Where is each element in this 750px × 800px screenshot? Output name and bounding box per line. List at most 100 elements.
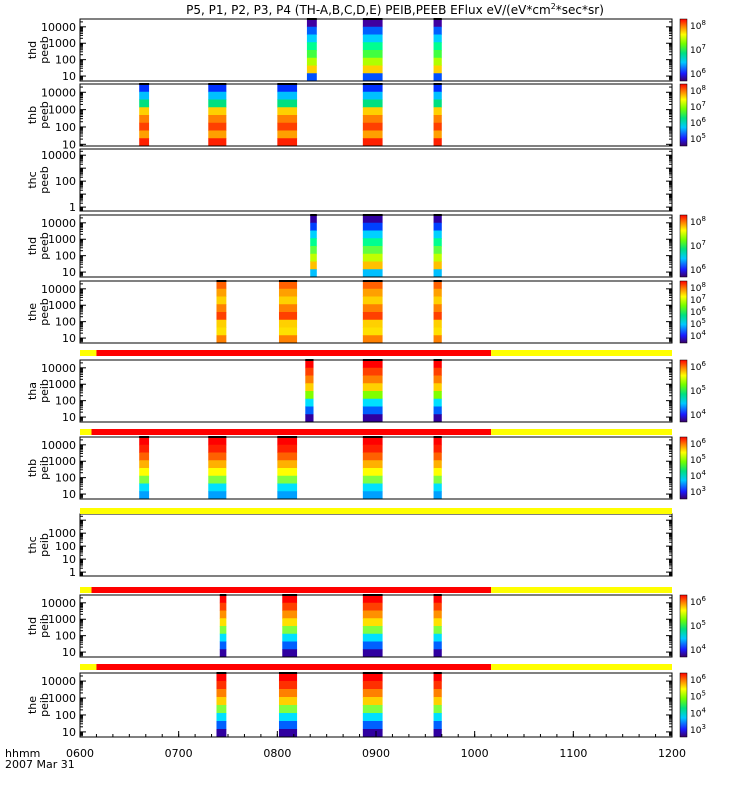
burst-band (278, 288, 298, 297)
burst-band (433, 238, 442, 247)
burst-band (362, 633, 383, 642)
burst-band (362, 697, 383, 706)
burst-band (277, 452, 298, 461)
burst-band (139, 452, 150, 461)
burst-band (362, 57, 383, 66)
burst-band (362, 130, 383, 139)
burst-band (277, 115, 298, 124)
burst-band (433, 375, 442, 384)
burst-0852 (362, 436, 383, 500)
burst-0852 (362, 280, 383, 344)
burst-band (219, 626, 227, 635)
colorbar-label: 106 (690, 305, 706, 318)
burst-band (208, 444, 227, 453)
panel-probe-label: thd (26, 41, 39, 59)
burst-band (278, 721, 298, 730)
burst-band (362, 406, 383, 415)
burst-band (433, 65, 442, 74)
burst-band (433, 107, 442, 116)
burst-band (433, 335, 442, 344)
burst-band (433, 491, 442, 500)
burst-0818 (306, 18, 317, 82)
burst-0852 (362, 83, 383, 147)
burst-band (139, 99, 150, 108)
burst-band (362, 238, 383, 247)
y-tick-label: 10 (62, 553, 76, 566)
panel-product-label: peib (38, 614, 51, 638)
burst-0852 (362, 594, 383, 658)
burst-band (433, 721, 442, 730)
burst-band (139, 122, 150, 131)
colorbar-label: 106 (690, 263, 706, 276)
burst-band (433, 222, 442, 231)
burst-band (362, 483, 383, 492)
panel-probe-label: thc (26, 171, 39, 188)
panel-product-label: peib (38, 533, 51, 557)
y-tick-label: 10000 (41, 149, 76, 162)
burst-band (208, 122, 227, 131)
colorbar-ramp (679, 83, 688, 147)
burst-band (219, 649, 227, 658)
burst-band (310, 253, 317, 262)
y-tick-label: 10 (62, 488, 76, 501)
burst-band (362, 437, 383, 446)
burst-band (433, 57, 442, 66)
burst-band (362, 689, 383, 698)
y-tick-label: 10000 (41, 21, 76, 34)
y-tick-label: 10000 (41, 362, 76, 375)
burst-band (277, 138, 298, 147)
burst-0935 (433, 280, 442, 344)
burst-band (362, 649, 383, 658)
panel-product-label: peib (38, 693, 51, 717)
burst-band (362, 312, 383, 321)
burst-band (277, 91, 298, 100)
colorbar-label: 104 (690, 408, 706, 421)
status-bar (80, 350, 672, 356)
burst-0725 (219, 594, 227, 658)
panel-product-label: peeb (38, 232, 51, 260)
burst-band (433, 713, 442, 722)
burst-band (433, 383, 442, 392)
y-tick-label: 100 (55, 54, 76, 67)
burst-band (433, 406, 442, 415)
colorbar-ramp (679, 436, 688, 500)
status-segment (80, 429, 92, 435)
x-axis-label: hhmm (5, 747, 40, 760)
burst-band (216, 721, 227, 730)
colorbar-label: 108 (690, 84, 706, 97)
burst-band (433, 230, 442, 239)
burst-band (216, 327, 227, 336)
burst-band (433, 73, 442, 82)
panel-probe-label: thb (26, 106, 39, 124)
burst-band (282, 641, 298, 650)
panel-probe-label: thd (26, 617, 39, 635)
burst-band (433, 50, 442, 59)
burst-band (219, 641, 227, 650)
panel-frame (79, 513, 673, 577)
burst-band (433, 398, 442, 407)
burst-band (433, 115, 442, 124)
y-tick-label: 10 (62, 70, 76, 83)
burst-band (219, 618, 227, 627)
burst-band (278, 335, 298, 344)
burst-band (219, 595, 227, 604)
y-tick-label: 10 (62, 266, 76, 279)
colorbar: 106 107 108 (679, 18, 706, 82)
burst-band (433, 610, 442, 619)
burst-0852 (362, 214, 383, 278)
y-tick-label: 100 (55, 709, 76, 722)
burst-band (362, 367, 383, 376)
burst-band (310, 230, 317, 239)
burst-band (362, 444, 383, 453)
colorbar-ramp (679, 672, 688, 738)
burst-band (362, 246, 383, 255)
burst-band (433, 689, 442, 698)
status-bar (80, 429, 672, 435)
burst-0800 (277, 83, 298, 147)
burst-band (277, 468, 298, 477)
burst-band (278, 697, 298, 706)
x-axis-date: 2007 Mar 31 (5, 758, 75, 771)
y-tick-label: 1000 (48, 692, 76, 705)
y-tick-label: 100 (55, 395, 76, 408)
burst-band (362, 73, 383, 82)
